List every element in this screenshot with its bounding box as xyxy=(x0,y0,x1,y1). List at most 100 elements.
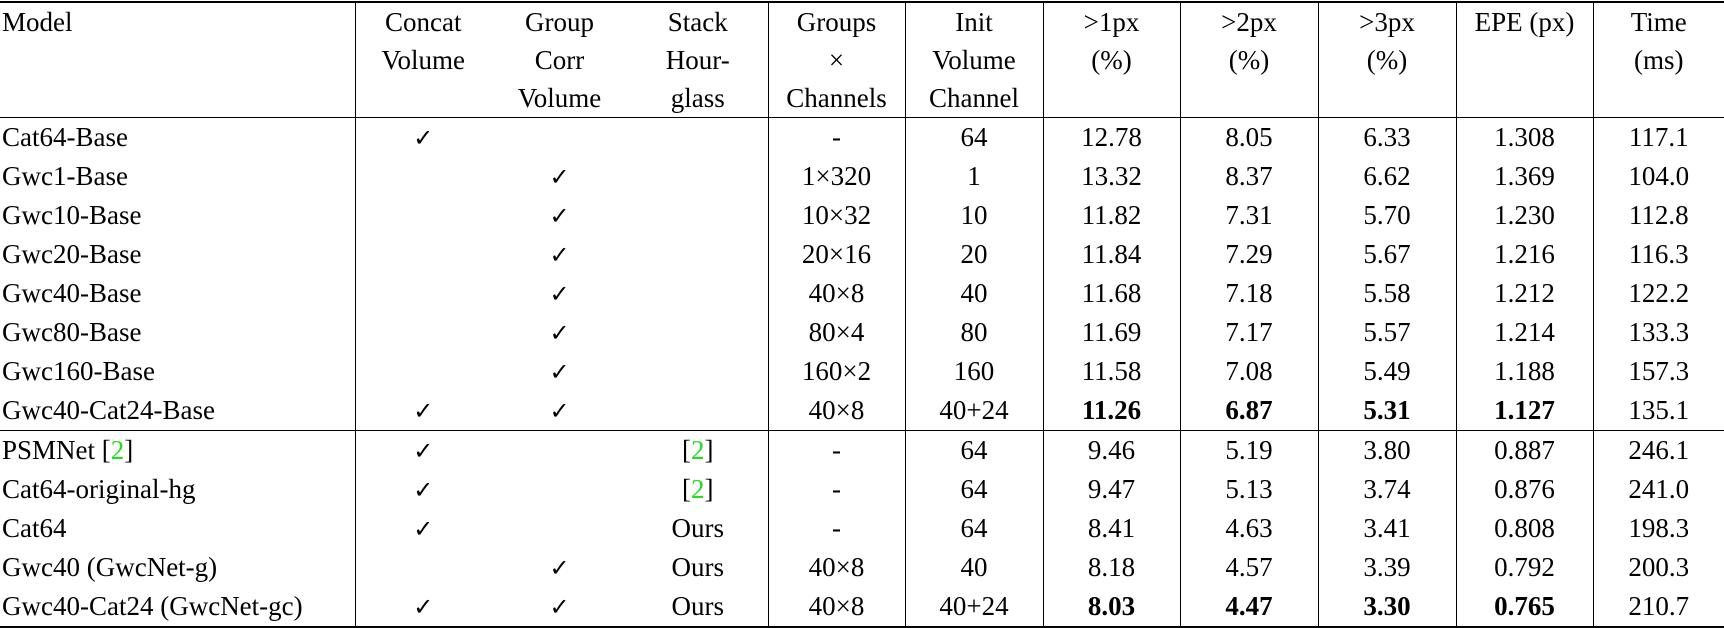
epe-cell: 1.230 xyxy=(1456,196,1593,235)
gt1px-cell: 8.18 xyxy=(1043,548,1180,587)
init-channel-cell: 40+24 xyxy=(905,391,1043,431)
time-cell: 198.3 xyxy=(1593,509,1724,548)
init-channel-cell-value: 160 xyxy=(954,356,995,386)
gt2px-cell: 8.37 xyxy=(1180,157,1318,196)
epe-cell-value: 1.214 xyxy=(1494,317,1555,347)
citation-number[interactable]: 2 xyxy=(691,435,705,465)
model-name: Gwc20-Base xyxy=(0,235,355,274)
groups-channels-cell: - xyxy=(768,431,905,471)
gt2px-cell-value: 7.31 xyxy=(1225,200,1272,230)
time-cell: 116.3 xyxy=(1593,235,1724,274)
gt3px-cell: 3.80 xyxy=(1318,431,1456,471)
group-corr-cell: ✓ xyxy=(491,352,628,391)
model-name-value: Cat64-original-hg xyxy=(2,474,195,504)
init-channel-cell-value: 64 xyxy=(961,435,988,465)
concat-volume-cell: ✓ xyxy=(355,431,491,471)
gt3px-cell: 5.70 xyxy=(1318,196,1456,235)
model-name: Cat64-original-hg xyxy=(0,470,355,509)
header-epe: EPE (px) xyxy=(1456,2,1593,118)
time-cell-value: 116.3 xyxy=(1629,239,1689,269)
epe-cell-value: 0.876 xyxy=(1494,474,1555,504)
header-line: Group xyxy=(491,3,628,41)
citation-link[interactable]: [2] xyxy=(682,435,714,465)
init-channel-cell-value: 10 xyxy=(961,200,988,230)
epe-cell-value: 0.792 xyxy=(1494,552,1555,582)
gt1px-cell-value: 11.84 xyxy=(1082,239,1142,269)
group-corr-cell xyxy=(491,509,628,548)
citation-link[interactable]: [2] xyxy=(95,435,133,465)
epe-cell-value: 1.369 xyxy=(1494,161,1555,191)
epe-cell: 0.887 xyxy=(1456,431,1593,471)
header-line: Time xyxy=(1594,3,1724,41)
citation-link[interactable]: [2] xyxy=(682,474,714,504)
checkmark-icon: ✓ xyxy=(413,397,433,425)
citation-number[interactable]: 2 xyxy=(111,435,125,465)
citation-number[interactable]: 2 xyxy=(691,474,705,504)
gt1px-cell-value: 11.68 xyxy=(1082,278,1142,308)
model-name-value: Gwc1-Base xyxy=(2,161,128,191)
stack-hourglass-cell xyxy=(628,352,768,391)
header-line: (%) xyxy=(1319,41,1456,79)
time-cell-value: 112.8 xyxy=(1629,200,1689,230)
init-channel-cell: 64 xyxy=(905,431,1043,471)
epe-cell-value: 1.127 xyxy=(1494,395,1555,425)
init-channel-cell-value: 64 xyxy=(961,474,988,504)
gt3px-cell: 3.39 xyxy=(1318,548,1456,587)
gt2px-cell: 6.87 xyxy=(1180,391,1318,431)
init-channel-cell-value: 40 xyxy=(961,278,988,308)
model-name-value: Gwc40-Base xyxy=(2,278,141,308)
init-channel-cell: 64 xyxy=(905,509,1043,548)
checkmark-icon: ✓ xyxy=(413,437,433,465)
stack-hourglass-cell: [2] xyxy=(628,431,768,471)
gt1px-cell: 11.68 xyxy=(1043,274,1180,313)
stack-hourglass-cell: [2] xyxy=(628,470,768,509)
gt1px-cell-value: 11.58 xyxy=(1082,356,1142,386)
concat-volume-cell xyxy=(355,157,491,196)
gt2px-cell-value: 8.05 xyxy=(1225,122,1272,152)
gt3px-cell-value: 5.58 xyxy=(1363,278,1410,308)
gt1px-cell: 8.03 xyxy=(1043,587,1180,627)
stack-hourglass-cell xyxy=(628,118,768,158)
model-name: PSMNet [2] xyxy=(0,431,355,471)
model-name: Gwc1-Base xyxy=(0,157,355,196)
epe-cell: 1.127 xyxy=(1456,391,1593,431)
init-channel-cell: 40 xyxy=(905,548,1043,587)
epe-cell: 0.876 xyxy=(1456,470,1593,509)
model-name: Gwc160-Base xyxy=(0,352,355,391)
epe-cell: 1.212 xyxy=(1456,274,1593,313)
gt2px-cell-value: 7.08 xyxy=(1225,356,1272,386)
gt1px-cell-value: 9.46 xyxy=(1088,435,1135,465)
groups-channels-cell: 20×16 xyxy=(768,235,905,274)
header-line: Model xyxy=(2,3,355,41)
groups-channels-cell-value: 80×4 xyxy=(809,317,865,347)
init-channel-cell-value: 64 xyxy=(961,122,988,152)
groups-channels-cell-value: 20×16 xyxy=(802,239,871,269)
stack-hourglass-cell-value: Ours xyxy=(672,552,725,582)
header-line: × xyxy=(769,41,905,79)
time-cell-value: 135.1 xyxy=(1628,395,1689,425)
stack-hourglass-cell-value: Ours xyxy=(672,513,725,543)
gt3px-cell: 5.67 xyxy=(1318,235,1456,274)
header-gt2px: >2px(%) xyxy=(1180,2,1318,118)
gt2px-cell-value: 5.13 xyxy=(1225,474,1272,504)
gt2px-cell: 5.19 xyxy=(1180,431,1318,471)
epe-cell: 0.808 xyxy=(1456,509,1593,548)
time-cell: 117.1 xyxy=(1593,118,1724,158)
model-name: Gwc40-Base xyxy=(0,274,355,313)
gt2px-cell: 7.31 xyxy=(1180,196,1318,235)
gt2px-cell: 7.29 xyxy=(1180,235,1318,274)
gt3px-cell-value: 5.49 xyxy=(1363,356,1410,386)
time-cell-value: 157.3 xyxy=(1628,356,1689,386)
groups-channels-cell: - xyxy=(768,509,905,548)
model-name-value: Gwc80-Base xyxy=(2,317,141,347)
gt3px-cell: 5.58 xyxy=(1318,274,1456,313)
groups-channels-cell-value: - xyxy=(832,122,841,152)
header-line: Channel xyxy=(906,79,1043,117)
time-cell: 133.3 xyxy=(1593,313,1724,352)
epe-cell-value: 1.230 xyxy=(1494,200,1555,230)
gt2px-cell: 8.05 xyxy=(1180,118,1318,158)
init-channel-cell: 80 xyxy=(905,313,1043,352)
